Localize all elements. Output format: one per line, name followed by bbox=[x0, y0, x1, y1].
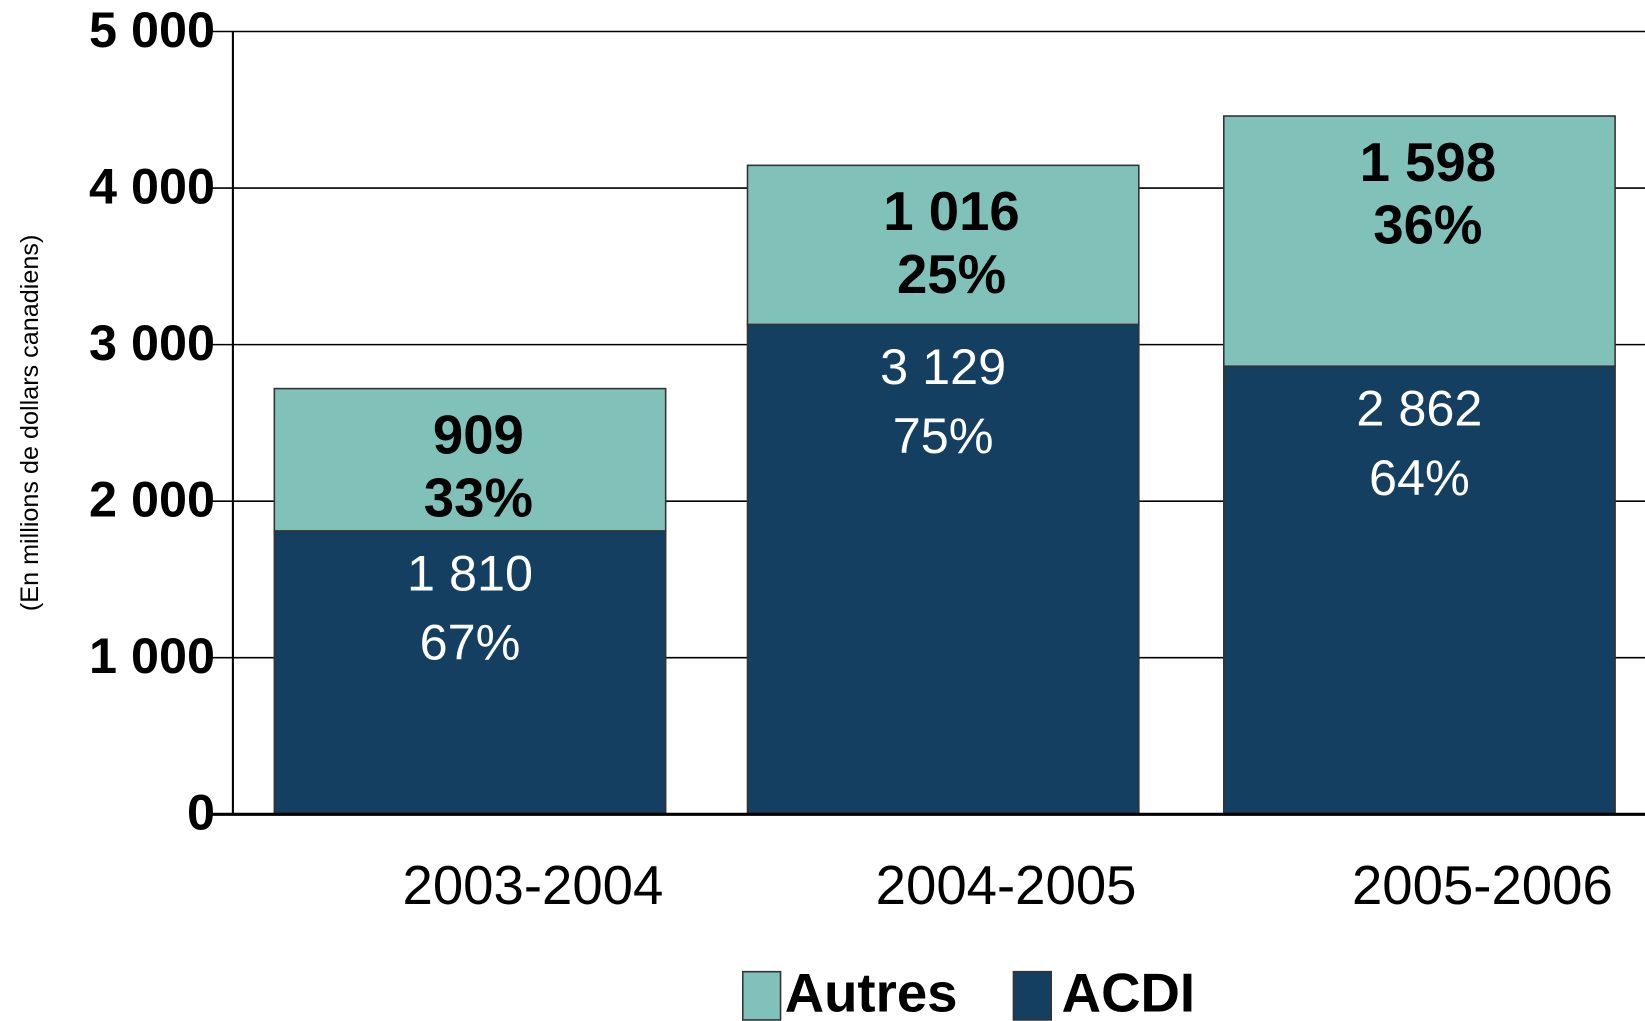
y-tick-label: 3 000 bbox=[89, 314, 215, 371]
legend-swatch bbox=[741, 970, 782, 1021]
y-tick-label: 5 000 bbox=[89, 1, 215, 58]
bar-segment bbox=[273, 387, 667, 532]
value-label: 1 598 bbox=[1360, 132, 1497, 193]
bar-segment bbox=[746, 164, 1140, 326]
value-label: 3 129 bbox=[880, 338, 1006, 395]
y-axis-label: (En millions de dollars canadiens) bbox=[16, 235, 44, 611]
legend-swatch bbox=[1012, 970, 1052, 1021]
percent-label: 75% bbox=[893, 407, 994, 464]
bar-segment bbox=[1222, 365, 1616, 816]
value-label: 1 016 bbox=[883, 181, 1020, 242]
x-tick-label: 2003-2004 bbox=[403, 855, 664, 916]
legend-label: Autres bbox=[785, 962, 958, 1021]
x-tick-label: 2005-2006 bbox=[1352, 855, 1613, 916]
value-label: 2 862 bbox=[1356, 380, 1482, 437]
y-tick-label: 0 bbox=[187, 784, 215, 841]
value-label: 909 bbox=[433, 404, 524, 465]
y-tick-label: 1 000 bbox=[89, 627, 215, 684]
y-tick-label: 4 000 bbox=[89, 157, 215, 214]
percent-label: 67% bbox=[420, 614, 521, 671]
percent-label: 36% bbox=[1373, 195, 1482, 256]
legend-label: ACDI bbox=[1062, 962, 1195, 1021]
y-tick-label: 2 000 bbox=[89, 471, 215, 528]
percent-label: 64% bbox=[1369, 449, 1470, 506]
bar-segment bbox=[1222, 115, 1616, 367]
value-label: 1 810 bbox=[407, 544, 533, 601]
percent-label: 25% bbox=[897, 244, 1006, 305]
x-tick-label: 2004-2005 bbox=[876, 855, 1137, 916]
bar-segment bbox=[746, 323, 1140, 816]
percent-label: 33% bbox=[424, 467, 533, 528]
